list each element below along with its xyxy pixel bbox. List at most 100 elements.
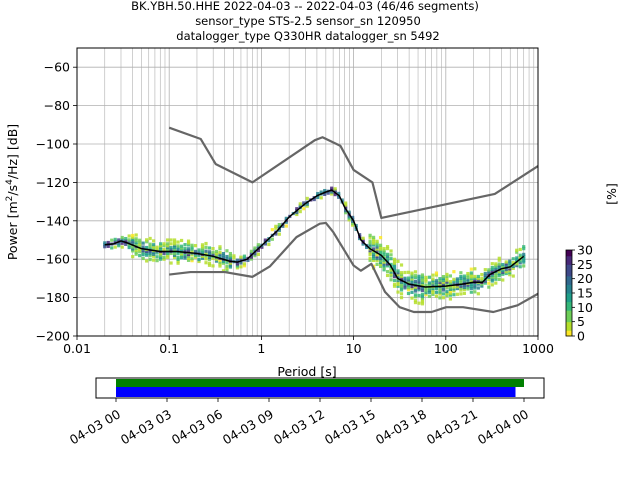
density-cell — [417, 286, 421, 290]
density-cell — [504, 271, 508, 276]
density-cell — [375, 262, 379, 266]
density-cell — [186, 258, 191, 262]
density-cell — [295, 212, 299, 217]
density-cell — [106, 244, 110, 248]
density-cell — [228, 253, 233, 258]
density-cell — [448, 293, 452, 297]
density-cell — [480, 272, 484, 277]
density-cell — [459, 271, 463, 275]
density-cell — [476, 292, 480, 296]
density-cell — [159, 255, 163, 259]
density-cell — [176, 240, 180, 244]
density-cell — [424, 277, 428, 281]
density-cell — [406, 276, 411, 280]
density-cell — [427, 283, 432, 287]
density-cell — [508, 267, 512, 271]
density-cell — [169, 242, 173, 246]
density-cell — [145, 259, 149, 263]
density-cell — [330, 186, 334, 190]
density-cell — [316, 191, 320, 196]
density-cell — [452, 293, 456, 297]
density-cell — [455, 279, 459, 283]
density-cell — [225, 268, 229, 272]
density-cell — [145, 240, 149, 244]
density-cell — [148, 252, 152, 256]
density-cell — [403, 276, 407, 280]
colorbar-tick-label: 20 — [577, 271, 593, 286]
timeline-tick-label: 04-03 09 — [220, 406, 276, 447]
density-cell — [211, 264, 215, 268]
density-cell — [382, 266, 386, 270]
density-cell — [515, 256, 519, 260]
colorbar-swatch — [566, 275, 572, 280]
y-tick-label: −140 — [36, 213, 70, 228]
density-cell — [406, 284, 411, 288]
density-cell — [445, 293, 449, 298]
density-cell — [162, 242, 166, 246]
density-cell — [466, 275, 470, 280]
density-cell — [277, 224, 281, 229]
title-line-3: datalogger_type Q330HR datalogger_sn 549… — [176, 29, 439, 43]
density-cell — [375, 249, 379, 253]
density-cell — [487, 275, 491, 280]
density-cell — [378, 262, 383, 267]
density-cell — [211, 252, 215, 256]
timeline-tick-label: 04-03 21 — [424, 406, 480, 447]
colorbar-swatch — [566, 278, 572, 283]
density-cell — [368, 258, 372, 262]
x-tick-label: 0.1 — [159, 341, 179, 356]
density-cell — [176, 244, 180, 248]
density-cell — [200, 256, 205, 260]
density-cell — [441, 282, 446, 286]
density-cell — [179, 246, 184, 250]
density-cell — [406, 291, 411, 296]
density-cell — [368, 241, 372, 245]
colorbar-label: [%] — [604, 183, 619, 205]
density-cell — [176, 248, 180, 252]
density-cell — [385, 245, 390, 249]
density-cell — [420, 275, 425, 279]
density-cell — [399, 274, 404, 279]
density-cell — [501, 263, 505, 267]
density-cell — [511, 266, 515, 270]
density-cell — [141, 253, 145, 257]
density-cell — [466, 277, 470, 281]
density-cell — [438, 286, 442, 290]
density-cell — [399, 280, 404, 284]
density-cell — [120, 237, 124, 242]
density-cell — [410, 275, 414, 279]
density-cell — [347, 218, 351, 222]
density-cell — [214, 259, 219, 263]
density-cell — [490, 279, 494, 283]
probability-density-cells — [103, 186, 526, 306]
low-noise-model-line — [169, 221, 539, 314]
density-cell — [207, 252, 212, 256]
density-cell — [473, 278, 477, 282]
density-cell — [431, 292, 435, 296]
density-cell — [413, 285, 418, 289]
density-cell — [413, 289, 418, 293]
title-line-1: BK.YBH.50.HHE 2022-04-03 -- 2022-04-03 (… — [131, 0, 479, 13]
density-cell — [504, 260, 508, 264]
colorbar-swatch — [566, 310, 572, 314]
density-cell — [218, 252, 222, 257]
density-cell — [392, 267, 397, 271]
density-cell — [103, 245, 107, 249]
density-cell — [438, 296, 442, 300]
density-cell — [385, 252, 390, 256]
density-cell — [218, 262, 222, 266]
x-axis-label: Period [s] — [277, 364, 336, 379]
density-cell — [382, 247, 386, 251]
density-cell — [344, 205, 348, 209]
colorbar-swatch — [566, 267, 572, 271]
density-cell — [298, 202, 302, 206]
density-cell — [473, 267, 477, 271]
density-cell — [141, 245, 145, 249]
density-cell — [152, 254, 156, 258]
colorbar-swatch — [566, 327, 572, 331]
density-cell — [487, 268, 491, 272]
timeline-tick-label: 04-03 12 — [271, 406, 327, 447]
density-cell — [494, 262, 498, 266]
density-cell — [232, 256, 236, 260]
